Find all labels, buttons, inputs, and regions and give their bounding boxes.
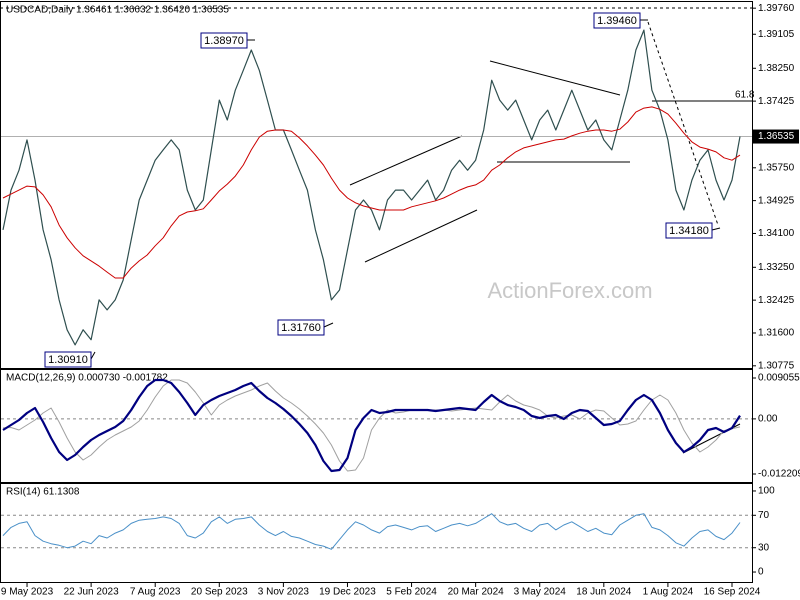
watermark: ActionForex.com	[487, 278, 652, 303]
x-tick-label: 9 May 2023	[1, 587, 54, 598]
x-tick-label: 20 Sep 2023	[191, 587, 248, 598]
annotation: 1.31760	[281, 322, 321, 334]
y-tick-label: 1.39760	[758, 3, 795, 14]
annotation-leader	[711, 227, 721, 231]
current-price-label: 1.36535	[758, 131, 795, 142]
annotation-box	[277, 319, 325, 336]
y-tick-label: 1.35750	[758, 162, 795, 173]
y-tick-label: 1.30775	[758, 360, 795, 371]
y-tick-label: 30	[758, 542, 770, 553]
current-price-box	[753, 129, 799, 144]
annotation: 1.39460	[597, 15, 637, 27]
x-tick-label: 22 Jun 2023	[64, 587, 119, 598]
x-tick-label: 20 Mar 2024	[448, 587, 505, 598]
price-pane	[0, 1, 753, 369]
annotation-leader	[90, 351, 96, 360]
y-tick-label: 1.37425	[758, 96, 795, 107]
annotation-box	[593, 12, 641, 29]
triangle-upper	[489, 60, 621, 96]
y-tick-label: 100	[758, 486, 775, 497]
y-tick-label: -0.012209	[758, 469, 800, 480]
annotation: 1.38970	[204, 35, 244, 47]
series-line	[2, 378, 741, 473]
channel-lower	[364, 209, 478, 263]
annotation: 1.30910	[48, 354, 88, 366]
y-tick-label: 0.00	[758, 414, 778, 425]
y-tick-label: 70	[758, 510, 770, 521]
annotation: 61.8	[735, 90, 755, 101]
macd-title: MACD(12,26,9) 0.000730 -0.001782	[6, 373, 168, 384]
macd-pane	[0, 369, 753, 483]
chart-title: USDCAD,Daily 1.36461 1.36632 1.36420 1.3…	[6, 5, 229, 16]
annotation-box	[44, 351, 92, 368]
x-tick-label: 3 May 2024	[514, 587, 567, 598]
annotation-box	[665, 222, 713, 239]
y-tick-label: 0	[758, 567, 764, 578]
y-tick-label: 1.34925	[758, 195, 795, 206]
y-tick-label: 1.31600	[758, 328, 795, 339]
annotation-leader	[323, 322, 334, 328]
x-tick-label: 19 Dec 2023	[319, 587, 376, 598]
x-tick-label: 1 Aug 2024	[643, 587, 694, 598]
rsi-pane	[0, 483, 753, 583]
x-tick-label: 18 Jun 2024	[576, 587, 631, 598]
series-line	[2, 513, 741, 550]
x-tick-label: 7 Aug 2023	[130, 587, 181, 598]
y-tick-label: 1.38250	[758, 63, 795, 74]
x-tick-label: 16 Sep 2024	[704, 587, 761, 598]
series-line	[2, 106, 741, 279]
channel-upper	[349, 135, 463, 186]
y-tick-label: 1.33250	[758, 262, 795, 273]
annotations: 1.38970 1.39460 1.31760 1.30910 1.34180 …	[44, 12, 755, 368]
annotation-box	[200, 32, 248, 49]
rsi-title: RSI(14) 61.1308	[6, 487, 80, 498]
annotation: 1.34180	[669, 225, 709, 237]
y-tick-label: 1.32425	[758, 295, 795, 306]
y-tick-label: 0.009055	[758, 373, 800, 384]
x-tick-label: 5 Feb 2024	[386, 587, 437, 598]
y-tick-label: 1.39105	[758, 29, 795, 40]
x-tick-label: 3 Nov 2023	[258, 587, 310, 598]
y-tick-label: 1.34100	[758, 228, 795, 239]
